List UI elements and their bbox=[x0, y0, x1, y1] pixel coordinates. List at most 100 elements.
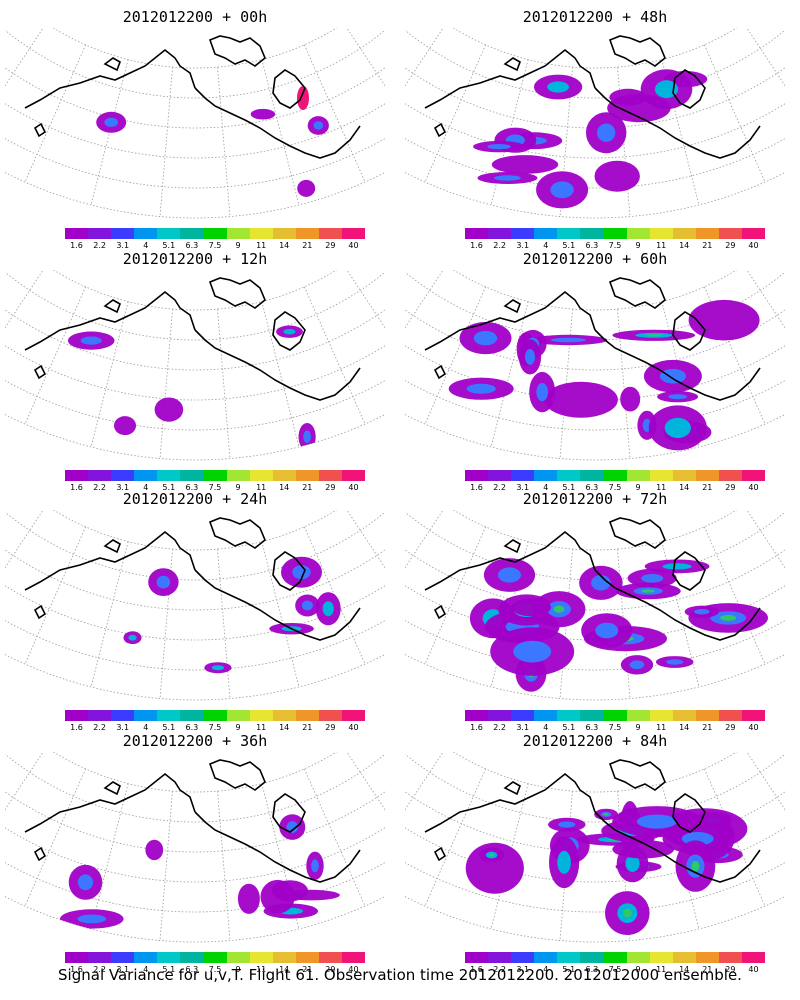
color-scale-label: 5.1 bbox=[162, 965, 176, 974]
coastline-segment bbox=[208, 277, 266, 309]
variance-core bbox=[322, 601, 334, 617]
latitude-circle bbox=[5, 380, 385, 431]
color-scale-label: 11 bbox=[256, 483, 267, 492]
color-scale-label: 40 bbox=[748, 483, 759, 492]
latitude-circle bbox=[5, 309, 385, 371]
variance-core bbox=[558, 821, 576, 828]
meridian-line bbox=[424, 44, 487, 183]
variance-shading bbox=[448, 299, 760, 451]
color-swatch bbox=[249, 470, 273, 481]
latitude-circle bbox=[5, 511, 385, 581]
meridian-line bbox=[346, 510, 385, 569]
color-scale-labels: 1.6 2.2 3.1 4 5.1 6.3 7.5 9 11 14 21 29 40 bbox=[65, 723, 365, 733]
color-scale-label: 40 bbox=[748, 241, 759, 250]
meridian-line bbox=[405, 28, 444, 87]
variance-core bbox=[625, 855, 640, 872]
meridian-line bbox=[346, 270, 385, 329]
coastlines bbox=[24, 277, 361, 401]
color-scale-label: 4 bbox=[143, 965, 149, 974]
meridian-line bbox=[424, 768, 487, 907]
meridian-line bbox=[703, 44, 766, 183]
meridian-line bbox=[159, 791, 173, 941]
color-scale-label: 3.1 bbox=[516, 241, 530, 250]
color-scale-label: 2.2 bbox=[93, 723, 106, 732]
variance-core bbox=[525, 349, 535, 365]
meridian-line bbox=[405, 510, 411, 587]
panel-title: 2012012200 + 84h bbox=[522, 732, 668, 750]
color-scale-label: 40 bbox=[348, 483, 359, 492]
color-swatch bbox=[249, 710, 273, 721]
color-swatch bbox=[272, 470, 296, 481]
variance-core bbox=[311, 859, 319, 873]
variance-core bbox=[487, 144, 511, 150]
color-swatch bbox=[226, 470, 250, 481]
polar-stereographic-map bbox=[5, 270, 385, 461]
variance-peak bbox=[645, 334, 663, 337]
color-scale-label: 7.5 bbox=[608, 723, 622, 732]
color-scale-label: 1.6 bbox=[470, 241, 483, 250]
variance-core bbox=[292, 565, 311, 580]
color-scale-label: 5.1 bbox=[562, 241, 576, 250]
latitude-circle bbox=[5, 791, 385, 853]
variance-core bbox=[666, 659, 684, 665]
coastline-segment bbox=[208, 759, 266, 791]
coastline-segment bbox=[424, 48, 596, 109]
color-scale-label: 9 bbox=[635, 241, 641, 250]
coastlines bbox=[24, 759, 361, 883]
color-swatch bbox=[157, 470, 181, 481]
coastline-segment bbox=[272, 551, 306, 591]
meridian-line bbox=[90, 783, 129, 930]
color-swatch bbox=[672, 228, 696, 239]
meridian-line bbox=[24, 44, 87, 183]
polar-stereographic-map bbox=[5, 510, 385, 701]
polar-stereographic-map bbox=[405, 270, 785, 461]
color-scale-labels: 1.6 2.2 3.1 4 5.1 6.3 7.5 9 11 14 21 29 40 bbox=[65, 241, 365, 251]
color-swatch bbox=[180, 710, 204, 721]
coastline-segment bbox=[503, 299, 521, 314]
color-scale-label: 7.5 bbox=[608, 483, 622, 492]
color-scale-label: 5.1 bbox=[562, 723, 576, 732]
variance-core bbox=[597, 123, 616, 142]
color-scale-labels: 1.6 2.2 3.1 4 5.1 6.3 7.5 9 11 14 21 29 40 bbox=[465, 723, 765, 733]
forecast-map-panel: 2012012200 + 12h 1.6 2.2 3.1 4 5.1 6.3 7.5 9 11 14… bbox=[5, 248, 385, 492]
color-swatch bbox=[157, 228, 181, 239]
polar-stereographic-map bbox=[405, 752, 785, 943]
latitude-circle bbox=[5, 414, 385, 461]
color-scale-label: 40 bbox=[348, 241, 359, 250]
color-scale-label: 3.1 bbox=[116, 483, 130, 492]
coastline-segment bbox=[608, 517, 666, 549]
color-swatch bbox=[603, 710, 627, 721]
color-swatch bbox=[65, 952, 89, 963]
color-swatch bbox=[134, 710, 158, 721]
latitude-circle bbox=[405, 67, 785, 129]
color-scale-label: 9 bbox=[235, 483, 241, 492]
color-scale-label: 1.6 bbox=[470, 483, 483, 492]
variance-region bbox=[620, 386, 641, 412]
variance-core bbox=[513, 640, 552, 663]
meridian-line bbox=[779, 28, 785, 105]
color-swatch bbox=[111, 952, 135, 963]
coastline-segment bbox=[272, 311, 306, 351]
meridian-line bbox=[303, 44, 366, 183]
color-scale-label: 4 bbox=[543, 483, 549, 492]
coastlines bbox=[424, 277, 761, 401]
variance-shading bbox=[96, 86, 329, 197]
color-scale-label: 21 bbox=[302, 241, 313, 250]
variance-shading bbox=[469, 558, 768, 692]
meridian-line bbox=[5, 510, 44, 569]
color-swatch bbox=[534, 952, 558, 963]
color-scale-label: 29 bbox=[725, 483, 736, 492]
coastline-segment bbox=[24, 530, 196, 591]
color-scale-label: 11 bbox=[656, 241, 667, 250]
color-swatch bbox=[580, 710, 604, 721]
color-swatch bbox=[318, 710, 342, 721]
variance-core bbox=[211, 665, 224, 671]
color-scale-labels: 1.6 2.2 3.1 4 5.1 6.3 7.5 9 11 14 21 29 40 bbox=[65, 965, 365, 975]
variance-core bbox=[662, 563, 692, 570]
variance-core bbox=[557, 850, 571, 874]
variance-core bbox=[636, 814, 677, 829]
color-swatch bbox=[511, 470, 535, 481]
variance-core bbox=[536, 383, 548, 402]
color-scale-label: 29 bbox=[725, 723, 736, 732]
color-swatch bbox=[295, 710, 319, 721]
